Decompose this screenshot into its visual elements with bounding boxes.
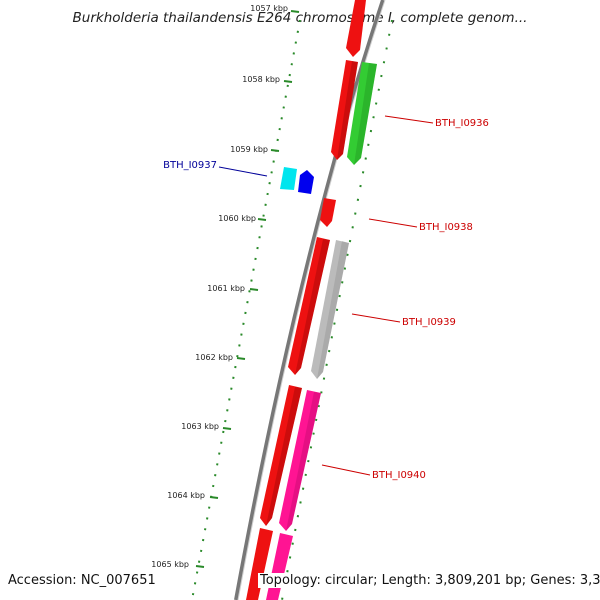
gene-label-bth-i0937[interactable]: BTH_I0937: [163, 160, 217, 171]
cds-feature: [346, 0, 366, 57]
tick-label: 1065 kbp: [151, 560, 189, 569]
tick-mark: [236, 357, 246, 360]
tick-label: 1059 kbp: [230, 145, 268, 154]
tick-label: 1060 kbp: [218, 214, 256, 223]
gene-label-bth-i0940[interactable]: BTH_I0940: [372, 470, 426, 481]
tick-mark: [270, 149, 280, 152]
chromosome-backbone: [234, 0, 385, 600]
gene-label-bth-i0938[interactable]: BTH_I0938: [419, 222, 473, 233]
cds-feature: [246, 528, 273, 600]
tick-mark: [195, 565, 205, 568]
gene-label-bth-i0936[interactable]: BTH_I0936: [435, 118, 489, 129]
cds-green-shading: [354, 63, 377, 165]
tick-marks: [195, 10, 300, 568]
cds-red-shading: [266, 61, 358, 526]
tick-label: 1063 kbp: [181, 422, 219, 431]
cds-magenta-shading: [286, 392, 321, 531]
tick-mark: [249, 288, 259, 291]
genome-summary: Topology: circular; Length: 3,809,201 bp…: [258, 573, 600, 588]
cds-red-track[interactable]: [246, 0, 366, 600]
cds-blue-feature[interactable]: [298, 170, 314, 194]
cds-grey-feature[interactable]: [311, 240, 349, 379]
tick-label: 1057 kbp: [250, 4, 288, 13]
cds-green-feature[interactable]: [347, 62, 377, 165]
inner-ruler: [281, 19, 393, 600]
tick-label: 1061 kbp: [207, 284, 245, 293]
tick-mark: [283, 80, 293, 83]
accession-label: Accession: NC_007651: [8, 573, 156, 588]
tick-mark: [209, 496, 219, 499]
cds-feature: [288, 237, 330, 375]
cds-feature: [331, 60, 358, 160]
tick-mark: [257, 218, 267, 221]
leader-lines: [218, 115, 434, 476]
cds-feature: [260, 385, 302, 526]
tick-label: 1062 kbp: [195, 353, 233, 362]
cds-magenta-feature[interactable]: [279, 390, 321, 531]
tick-mark: [290, 10, 300, 13]
map-title: Burkholderia thailandensis E264 chromoso…: [72, 10, 528, 26]
tick-mark: [222, 427, 232, 430]
cds-grey-shading: [317, 241, 349, 379]
tick-label: 1064 kbp: [167, 491, 205, 500]
tick-label: 1058 kbp: [242, 75, 280, 84]
gene-label-bth-i0939[interactable]: BTH_I0939: [402, 317, 456, 328]
cds-feature: [320, 198, 336, 227]
cds-cyan-feature[interactable]: [280, 167, 297, 190]
